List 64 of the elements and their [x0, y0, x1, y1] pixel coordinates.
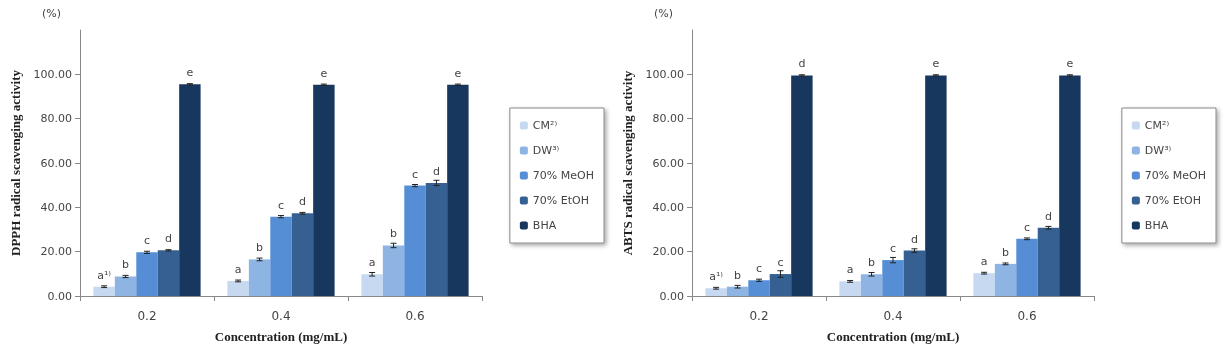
x-tick-label: 0.2 [137, 309, 157, 323]
data-label: c [777, 256, 784, 270]
y-axis-title: ABTS radical scavenging activity [620, 70, 635, 256]
legend-label: 70% EtOH [532, 194, 590, 207]
legend-label: 70% MeOH [1144, 169, 1207, 182]
text: (%) [42, 7, 62, 20]
data-label: d [164, 232, 172, 246]
data-label: c [1023, 220, 1031, 234]
data-label: d [1044, 209, 1052, 223]
data-label: e [1066, 57, 1074, 71]
legend-label: 70% EtOH [1144, 194, 1202, 207]
x-tick-label: 0.4 [883, 309, 903, 323]
data-label: c [277, 198, 285, 212]
x-axis-title: Concentration (mg/mL) [214, 329, 348, 344]
data-label: d [298, 195, 306, 209]
x-axis-title: Concentration (mg/mL) [826, 329, 960, 344]
data-label: c [411, 167, 419, 181]
legend-label: BHA [1144, 219, 1169, 232]
y-tick-label: 40.00 [652, 200, 684, 214]
y-tick-label: 20.00 [652, 245, 684, 259]
data-label: c [755, 262, 763, 276]
data-label: e [454, 66, 462, 80]
x-tick-label: 0.6 [405, 309, 425, 323]
data-label: a [234, 262, 242, 276]
y-tick-label: 100.00 [33, 67, 72, 81]
data-label: a¹⁾ [709, 270, 724, 284]
data-label: e [932, 57, 940, 71]
y-tick-label: 60.00 [652, 156, 684, 170]
text: (%) [654, 7, 674, 20]
y-tick-label: 0.00 [659, 289, 684, 303]
y-axis-title: DPPH radical scavenging activity [8, 69, 23, 256]
data-label: c [143, 234, 151, 248]
data-label: b [1002, 245, 1010, 259]
data-label: b [390, 227, 398, 241]
y-tick-label: 20.00 [40, 245, 72, 259]
data-label: a [980, 255, 988, 269]
y-tick-label: 100.00 [645, 67, 684, 81]
data-label: d [432, 164, 440, 178]
legend-label: CM²⁾ [1144, 119, 1170, 132]
data-label: b [122, 258, 130, 272]
data-label: b [256, 241, 264, 255]
y-tick-label: 0.00 [47, 289, 72, 303]
data-label: b [734, 268, 742, 282]
data-label: e [320, 66, 328, 80]
data-label: b [868, 256, 876, 270]
x-tick-label: 0.2 [749, 309, 769, 323]
data-label: d [910, 232, 918, 246]
x-tick-label: 0.6 [1017, 309, 1037, 323]
x-tick-label: 0.4 [271, 309, 291, 323]
legend-label: CM²⁾ [532, 119, 558, 132]
y-tick-label: 40.00 [40, 200, 72, 214]
y-tick-label: 80.00 [652, 112, 684, 126]
data-label: a [846, 263, 854, 277]
data-label: c [889, 242, 897, 256]
legend-label: DW³⁾ [1144, 144, 1172, 157]
y-tick-label: 60.00 [40, 156, 72, 170]
data-label: d [798, 57, 806, 71]
data-label: a¹⁾ [97, 268, 112, 282]
legend-label: DW³⁾ [532, 144, 560, 157]
data-label: e [186, 66, 194, 80]
legend-label: BHA [532, 219, 557, 232]
data-label: a [368, 256, 376, 270]
y-tick-label: 80.00 [40, 112, 72, 126]
legend-label: 70% MeOH [532, 169, 595, 182]
